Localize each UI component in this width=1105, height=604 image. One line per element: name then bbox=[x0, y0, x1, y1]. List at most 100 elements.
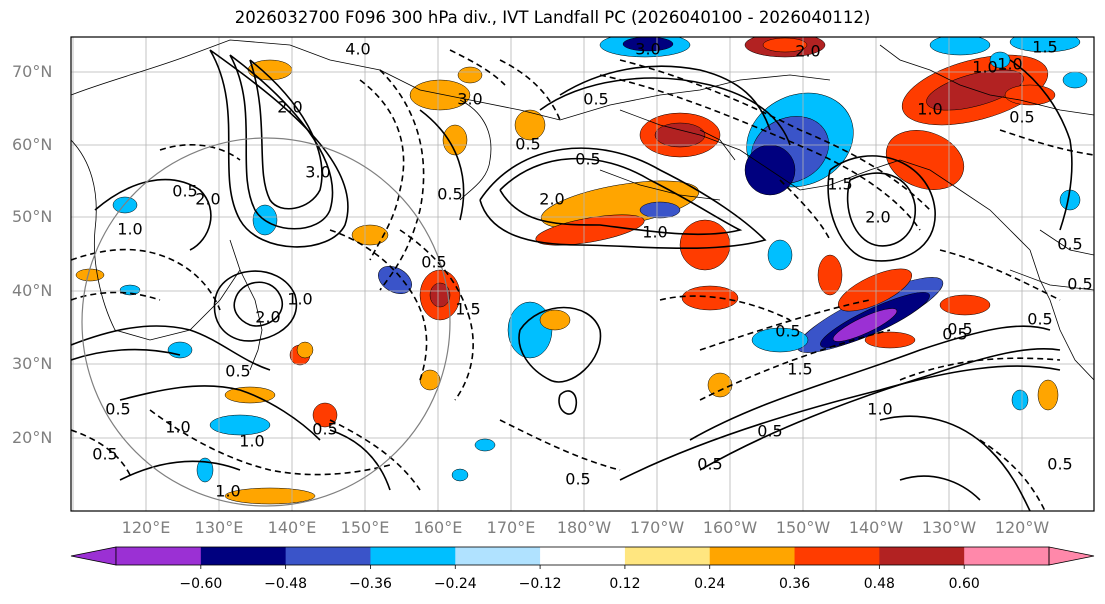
colorbar-segment bbox=[540, 547, 626, 565]
positive-contour bbox=[209, 49, 349, 248]
contour-label: 0.5 bbox=[697, 455, 722, 474]
positive-contour bbox=[249, 59, 323, 210]
ivt-shaded-region bbox=[639, 201, 681, 219]
contour-label: 1.0 bbox=[867, 400, 892, 419]
positive-contour bbox=[119, 385, 321, 441]
positive-contour bbox=[827, 155, 936, 262]
ivt-shaded-region bbox=[351, 224, 389, 246]
ivt-shaded-region bbox=[419, 369, 441, 391]
contour-label: 1.0 bbox=[917, 100, 942, 119]
colorbar-segment bbox=[709, 547, 796, 565]
ivt-shaded-region bbox=[654, 122, 706, 148]
longitude-label: 120°W bbox=[994, 518, 1050, 537]
negative-contour bbox=[329, 419, 421, 491]
contour-label: 0.5 bbox=[757, 422, 782, 441]
colorbar-extend-low bbox=[70, 546, 117, 566]
contour-label: 2.0 bbox=[195, 190, 220, 209]
positive-contour bbox=[329, 429, 391, 491]
contour-label: 1.0 bbox=[239, 432, 264, 451]
ivt-shaded-region bbox=[707, 372, 733, 398]
positive-contour bbox=[689, 325, 1051, 441]
positive-contour bbox=[518, 306, 602, 383]
positive-contour bbox=[419, 109, 465, 221]
ivt-shaded-region bbox=[1011, 389, 1029, 411]
ivt-shaded-region bbox=[939, 294, 991, 316]
longitude-label: 120°E bbox=[121, 518, 171, 537]
longitude-label: 160°W bbox=[702, 518, 758, 537]
contour-label: 1.5 bbox=[1032, 38, 1057, 57]
colorbar-extend-high bbox=[1048, 546, 1095, 566]
contour-label: 1.0 bbox=[215, 482, 240, 501]
latitude-label: 50°N bbox=[12, 207, 53, 226]
latitude-label: 70°N bbox=[12, 62, 53, 81]
ivt-shaded-region bbox=[112, 196, 138, 214]
ivt-shaded-region bbox=[409, 79, 471, 111]
figure-title: 2026032700 F096 300 hPa div., IVT Landfa… bbox=[234, 8, 871, 27]
latitude-label: 30°N bbox=[12, 354, 53, 373]
contour-label: 0.5 bbox=[437, 185, 462, 204]
ivt-shaded-region bbox=[622, 37, 674, 52]
positive-contour bbox=[846, 172, 916, 247]
positive-contour bbox=[899, 475, 981, 501]
coastline bbox=[619, 109, 1031, 251]
ivt-shaded-region bbox=[474, 438, 496, 452]
longitude-label: 150°E bbox=[340, 518, 390, 537]
negative-contour bbox=[939, 249, 1061, 301]
negative-contour bbox=[499, 59, 561, 121]
positive-contour bbox=[479, 147, 767, 250]
colorbar-tick-label: 0.36 bbox=[778, 576, 811, 592]
contour-label: 0.5 bbox=[421, 253, 446, 272]
negative-contour bbox=[71, 429, 131, 476]
contour-label: 1.0 bbox=[287, 290, 312, 309]
graticule-layer bbox=[71, 37, 1094, 511]
colorbar-tick-label: −0.24 bbox=[433, 576, 477, 592]
contour-label: 0.5 bbox=[775, 322, 800, 341]
contour-label: 0.5 bbox=[565, 470, 590, 489]
positive-contour bbox=[213, 270, 298, 342]
colorbar-tick-label: −0.48 bbox=[264, 576, 308, 592]
negative-contour bbox=[379, 69, 425, 291]
ivt-shaded-region bbox=[679, 219, 731, 271]
ivt-shaded-region bbox=[1009, 37, 1081, 53]
longitude-label: 160°E bbox=[413, 518, 463, 537]
negative-contour bbox=[399, 229, 474, 401]
colorbar-segment bbox=[455, 547, 541, 565]
contour-label: 0.5 bbox=[1047, 455, 1072, 474]
contour-label: 0.5 bbox=[515, 135, 540, 154]
latitude-label: 20°N bbox=[12, 428, 53, 447]
ivt-shaded-region bbox=[296, 341, 314, 359]
contour-label: 1.5 bbox=[787, 360, 812, 379]
colorbar-tick-label: 0.48 bbox=[863, 576, 895, 592]
negative-contour bbox=[159, 144, 241, 161]
contour-label: 3.0 bbox=[457, 90, 482, 109]
colorbar-tick-label: −0.12 bbox=[518, 576, 562, 592]
negative-contour bbox=[71, 291, 161, 301]
colorbar-frame bbox=[115, 546, 1050, 566]
coastline bbox=[239, 269, 263, 371]
positive-contour bbox=[71, 325, 271, 371]
ivt-shaded-region bbox=[378, 266, 412, 294]
negative-contour bbox=[779, 179, 831, 241]
contour-label: 1.0 bbox=[972, 58, 997, 77]
longitude-label: 140°E bbox=[267, 518, 317, 537]
ivt-shaded-region bbox=[762, 37, 808, 53]
ivt-shaded-region bbox=[451, 468, 469, 482]
negative-contour bbox=[329, 229, 428, 381]
colorbar bbox=[70, 546, 1095, 569]
ivt-shaded-region bbox=[209, 414, 271, 436]
colorbar-segment bbox=[964, 547, 1050, 565]
ivt-shaded-region bbox=[1037, 379, 1059, 411]
positive-contour bbox=[499, 157, 743, 236]
contour-label: 1.0 bbox=[997, 55, 1022, 74]
colorbar-segment bbox=[116, 547, 202, 565]
ivt-shaded-region bbox=[817, 254, 843, 296]
negative-contour bbox=[699, 329, 891, 401]
positive-contour bbox=[619, 365, 1061, 481]
contour-label: 1.0 bbox=[642, 223, 667, 242]
positive-contour bbox=[879, 415, 1031, 511]
coastline-layer bbox=[71, 39, 1094, 381]
contour-label: 1.0 bbox=[117, 220, 142, 239]
positive-contour bbox=[233, 281, 283, 327]
ivt-shaded-region bbox=[224, 386, 276, 404]
